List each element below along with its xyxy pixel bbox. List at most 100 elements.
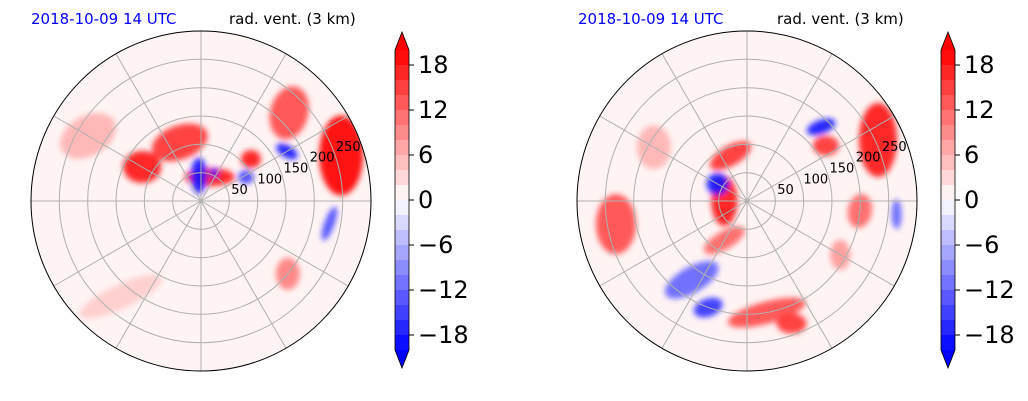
colorbar-band (941, 200, 955, 216)
velocity-feature (709, 141, 752, 171)
colorbar-band (941, 335, 955, 351)
azimuth-line (661, 200, 748, 349)
colorbar-extend-max (941, 32, 955, 50)
colorbar-band (395, 185, 409, 201)
velocity-feature (776, 313, 807, 334)
field-layer (595, 102, 902, 334)
colorbar-band (395, 140, 409, 156)
velocity-feature (190, 157, 207, 194)
colorbar-band (395, 305, 409, 321)
range-ring-label: 100 (257, 172, 282, 187)
colorbar-band (395, 230, 409, 246)
plot-border (30, 30, 372, 372)
colorbar-band (941, 320, 955, 336)
field-title: rad. vent. (3 km) (229, 10, 356, 28)
colorbar-band (395, 110, 409, 126)
field-title: rad. vent. (3 km) (777, 10, 904, 28)
azimuth-line (746, 200, 833, 349)
colorbar-band (395, 125, 409, 141)
velocity-feature (891, 199, 902, 230)
colorbar-band (941, 275, 955, 291)
colorbar-outline (394, 30, 410, 370)
azimuth-line (115, 53, 202, 202)
colorbar: 18 12 6 0 −6 −12 −18 (940, 30, 1015, 370)
velocity-feature (321, 206, 338, 241)
grid-layer (31, 31, 371, 371)
colorbar-band (941, 65, 955, 81)
azimuth-line (53, 200, 202, 287)
colorbar-band (941, 125, 955, 141)
colorbar-band (395, 200, 409, 216)
range-ring-label: 100 (803, 172, 828, 187)
azimuth-line (53, 115, 202, 202)
panel-left: 2018-10-09 14 UTC rad. vent. (3 km) 50 10… (30, 10, 469, 372)
velocity-feature (812, 135, 839, 156)
range-ring-label: 200 (310, 151, 335, 166)
azimuth-line (746, 53, 833, 202)
colorbar-band (395, 260, 409, 276)
colorbar-tick-label: 6 (964, 141, 979, 169)
colorbar-band (941, 140, 955, 156)
colorbar-tick-label: −12 (964, 276, 1015, 304)
colorbar-band (395, 215, 409, 231)
colorbar-extend-max (395, 32, 409, 50)
colorbar-band (395, 95, 409, 111)
azimuth-line (599, 200, 748, 287)
azimuth-line (661, 53, 748, 202)
velocity-feature (859, 102, 897, 177)
colorbar-tick-label: 0 (964, 186, 979, 214)
colorbar-band (395, 65, 409, 81)
range-ring-label: 150 (284, 162, 309, 177)
azimuth-line (200, 200, 287, 349)
colorbar-band (941, 290, 955, 306)
range-ring-label: 250 (882, 140, 907, 155)
velocity-feature (269, 86, 309, 140)
colorbar-band (395, 290, 409, 306)
colorbar: 18 12 6 0 −6 −12 −18 (394, 30, 469, 370)
colorbar-ticks: 18 12 6 0 −6 −12 −18 (409, 51, 469, 349)
velocity-feature (79, 274, 162, 319)
colorbar-band (941, 80, 955, 96)
timestamp-title: 2018-10-09 14 UTC (31, 10, 177, 28)
colorbar-tick-label: 12 (418, 96, 449, 124)
timestamp-title: 2018-10-09 14 UTC (578, 10, 724, 28)
colorbar-band (395, 50, 409, 66)
colorbar-tick-label: −12 (418, 276, 469, 304)
colorbar-tick-label: 0 (418, 186, 433, 214)
range-ring-label: 150 (830, 162, 855, 177)
colorbar-tick-label: −6 (964, 231, 999, 259)
azimuth-line (200, 200, 349, 287)
colorbar-band (941, 110, 955, 126)
velocity-feature (240, 150, 261, 169)
plot-border (576, 30, 918, 372)
azimuth-line (115, 200, 202, 349)
colorbar-tick-label: −6 (418, 231, 453, 259)
colorbar-band (395, 155, 409, 171)
colorbar-band (395, 335, 409, 351)
colorbar-band (941, 305, 955, 321)
velocity-feature (238, 170, 254, 185)
range-ring-label: 50 (231, 183, 248, 198)
colorbar-band (941, 230, 955, 246)
colorbar-ticks: 18 12 6 0 −6 −12 −18 (955, 51, 1015, 349)
colorbar-extend-min (941, 350, 955, 368)
colorbar-tick-label: 18 (418, 51, 449, 79)
colorbar-tick-label: 6 (418, 141, 433, 169)
colorbar-body (394, 30, 410, 370)
colorbar-tick-label: 12 (964, 96, 995, 124)
colorbar-band (395, 275, 409, 291)
colorbar-body (940, 30, 956, 370)
colorbar-tick-label: 18 (964, 51, 995, 79)
range-ring-label: 200 (856, 151, 881, 166)
range-ring-label: 50 (777, 183, 794, 198)
azimuth-line (200, 115, 349, 202)
azimuth-line (200, 53, 287, 202)
colorbar-band (395, 320, 409, 336)
colorbar-outline (940, 30, 956, 370)
colorbar-band (941, 245, 955, 261)
colorbar-band (941, 95, 955, 111)
colorbar-tick-label: −18 (418, 321, 469, 349)
